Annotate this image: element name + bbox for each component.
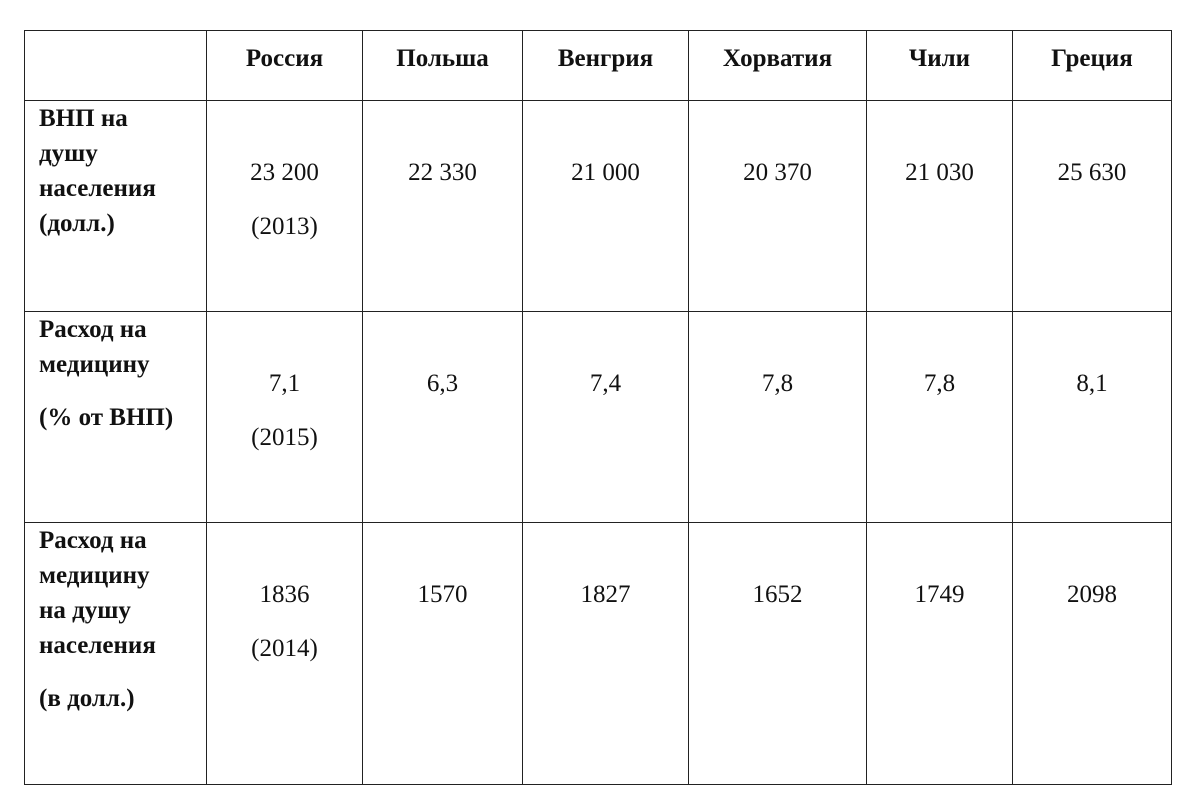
value-cell: 7,8: [866, 311, 1013, 523]
cell-line: 22 330: [408, 159, 477, 186]
label-line: Расход на: [39, 316, 147, 343]
value-cell: 1749: [866, 522, 1013, 785]
table-row: Расход на медицину (% от ВНП) 7,1 (2015) 6,3 7…: [24, 311, 1172, 523]
cell-line: (2015): [251, 424, 318, 451]
cell-line: 7,1: [268, 370, 301, 397]
label-line: населения: [39, 632, 156, 659]
row-label: ВНП на душу населения (долл.): [24, 100, 207, 312]
cell-line: 2098: [1067, 581, 1117, 608]
value-cell: 20 370: [688, 100, 867, 312]
cell-line: 20 370: [743, 159, 812, 186]
cell-line: 1836: [259, 581, 310, 608]
label-line: медицину: [39, 351, 150, 378]
cell-line: 21 030: [905, 159, 974, 186]
cell-line: (2013): [251, 213, 318, 240]
table-row: Расход на медицину на душу населения (в долл…: [24, 522, 1172, 785]
cell-line: 1652: [752, 581, 803, 608]
label-line: душу: [39, 140, 98, 167]
header-row: Россия Польша Венгрия Хорватия Чили Греция: [24, 30, 1172, 101]
value-cell: 22 330: [362, 100, 523, 312]
value-cell: 8,1: [1012, 311, 1172, 523]
corner-cell: [24, 30, 207, 101]
column-header: Чили: [866, 30, 1013, 101]
label-line: Расход на: [39, 527, 147, 554]
label-line: (в долл.): [39, 685, 135, 712]
cell-line: 7,8: [923, 370, 956, 397]
cell-line: 1570: [417, 581, 468, 608]
value-cell: 21 000: [522, 100, 689, 312]
value-cell: 7,4: [522, 311, 689, 523]
cell-line: 1749: [914, 581, 965, 608]
value-cell: 1836 (2014): [206, 522, 363, 785]
row-label: Расход на медицину на душу населения (в долл…: [24, 522, 207, 785]
value-cell: 7,8: [688, 311, 867, 523]
cell-line: 7,4: [589, 370, 622, 397]
cell-line: 23 200: [250, 159, 319, 186]
value-cell: 2098: [1012, 522, 1172, 785]
data-table: Россия Польша Венгрия Хорватия Чили Греция ВН…: [24, 30, 1172, 785]
cell-line: 1827: [580, 581, 631, 608]
label-line: (% от ВНП): [39, 404, 174, 431]
table-row: ВНП на душу населения (долл.) 23 200 (2013) 22…: [24, 100, 1172, 312]
value-cell: 6,3: [362, 311, 523, 523]
cell-line: 21 000: [571, 159, 640, 186]
value-cell: 25 630: [1012, 100, 1172, 312]
value-cell: 1652: [688, 522, 867, 785]
column-header: Россия: [206, 30, 363, 101]
label-line: (долл.): [39, 210, 115, 237]
value-cell: 7,1 (2015): [206, 311, 363, 523]
cell-line: 8,1: [1076, 370, 1108, 397]
value-cell: 23 200 (2013): [206, 100, 363, 312]
cell-line: (2014): [251, 635, 318, 662]
cell-line: 25 630: [1057, 159, 1127, 186]
value-cell: 1827: [522, 522, 689, 785]
column-header: Венгрия: [522, 30, 689, 101]
label-line: медицину: [39, 562, 150, 589]
label-line: на душу: [39, 597, 131, 624]
label-line: населения: [39, 175, 156, 202]
value-cell: 21 030: [866, 100, 1013, 312]
row-label: Расход на медицину (% от ВНП): [24, 311, 207, 523]
column-header: Хорватия: [688, 30, 867, 101]
value-cell: 1570: [362, 522, 523, 785]
cell-line: 7,8: [761, 370, 794, 397]
page: Россия Польша Венгрия Хорватия Чили Греция ВН…: [24, 30, 1172, 785]
column-header: Греция: [1012, 30, 1172, 101]
cell-line: 6,3: [426, 370, 459, 397]
column-header: Польша: [362, 30, 523, 101]
label-line: ВНП на: [39, 105, 128, 132]
